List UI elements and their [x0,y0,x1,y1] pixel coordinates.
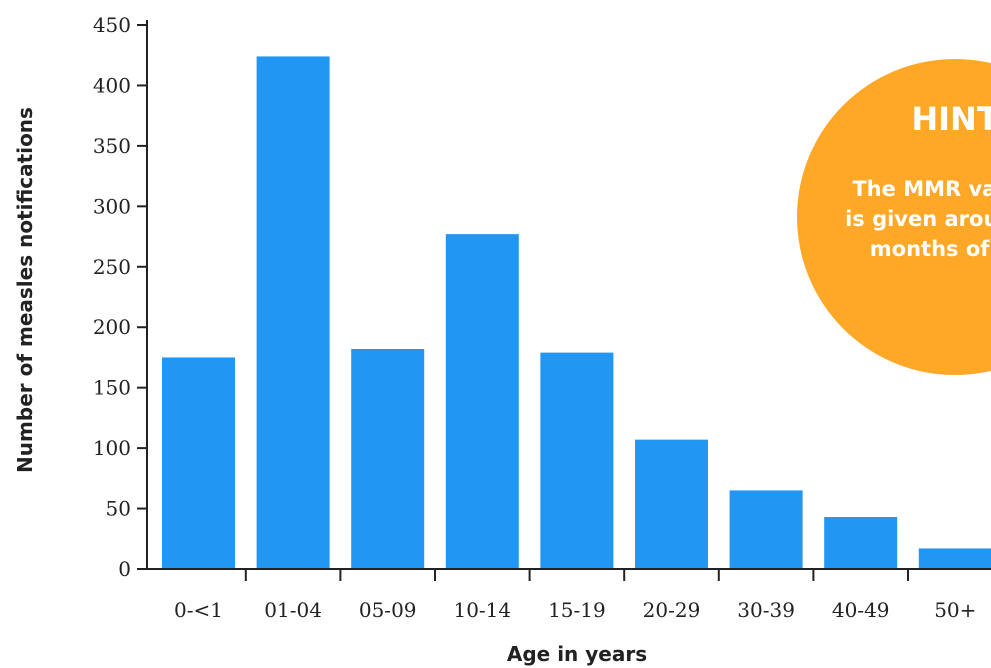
y-axis-title: Number of measles notifications [13,107,37,473]
x-ticks-group: 0-<1 01-04 05-09 10-14 15-19 20-29 30-39 40-49 5… [174,569,976,622]
bar-20-29 [635,439,708,569]
hint-line: The MMR vaccine [852,177,991,201]
y-tick-label: 100 [93,436,131,460]
bar-15-19 [540,352,614,569]
bar-01-04 [256,56,330,570]
bar-40-49 [824,517,898,569]
x-axis-title: Age in years [507,642,647,666]
bar-10-14 [445,234,519,570]
x-tick-label: 30-39 [737,598,795,622]
y-tick-label: 250 [93,255,131,279]
hint-line: months of age [870,237,991,261]
y-tick-label: 400 [93,73,131,97]
y-tick-label: 300 [93,194,131,218]
hint-title: HINT [911,100,991,138]
bar-0-<1 [162,357,235,569]
y-tick-label: 0 [118,557,131,581]
bar-50+ [918,548,991,569]
x-tick-label: 20-29 [643,598,701,622]
hint-callout: HINT The MMR vaccine is given around 12 … [797,59,991,375]
x-tick-label: 01-04 [264,598,322,622]
x-tick-label: 0-<1 [174,598,223,622]
y-tick-label: 350 [93,134,131,158]
x-tick-label: 50+ [934,598,976,622]
y-tick-label: 150 [93,376,131,400]
x-tick-label: 10-14 [453,598,511,622]
y-ticks-group: 0 50 100 150 200 250 300 350 400 450 [93,13,147,581]
bar-30-39 [729,490,803,569]
x-tick-label: 40-49 [832,598,890,622]
bars-group [162,56,991,570]
hint-circle [797,59,991,375]
x-tick-label: 15-19 [548,598,606,622]
axes-group [146,20,991,570]
x-tick-label: 05-09 [359,598,417,622]
y-tick-label: 450 [93,13,131,37]
hint-line: is given around 12 [845,207,991,231]
y-tick-label: 50 [106,497,131,521]
y-tick-label: 200 [93,315,131,339]
bar-05-09 [351,348,425,569]
